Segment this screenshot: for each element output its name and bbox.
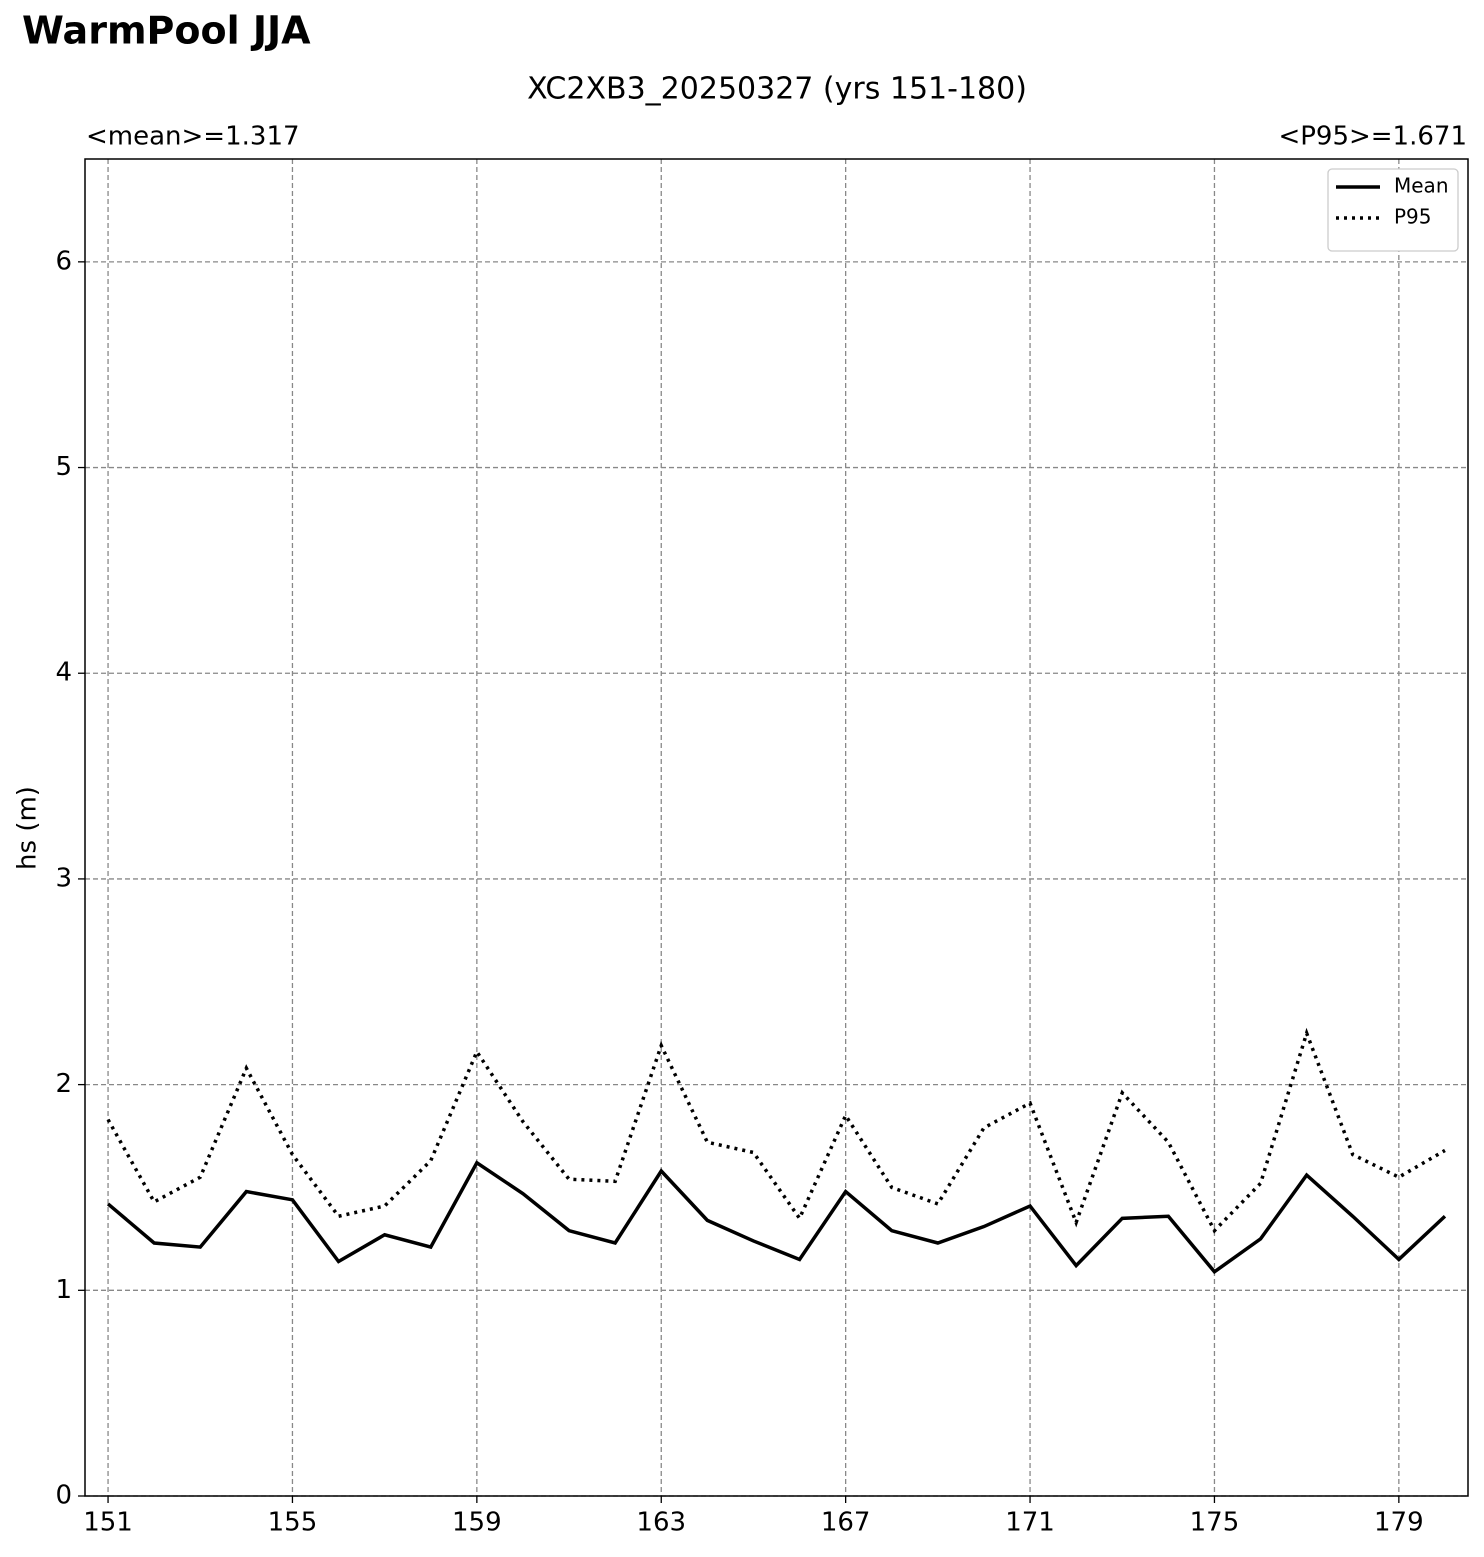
legend-label: Mean [1394, 174, 1449, 198]
y-tick-label: 1 [55, 1275, 72, 1305]
y-tick-label: 0 [55, 1481, 72, 1511]
y-tick-label: 2 [55, 1069, 72, 1099]
x-tick-label: 179 [1374, 1508, 1424, 1538]
legend-label: P95 [1394, 205, 1432, 229]
y-axis-label: hs (m) [13, 786, 43, 870]
series-line [106, 1027, 1446, 1234]
chart-title: XC2XB3_20250327 (yrs 151-180) [527, 72, 1027, 107]
y-tick-label: 3 [55, 863, 72, 893]
x-tick-label: 175 [1190, 1508, 1240, 1538]
left-annotation: <mean>=1.317 [86, 122, 300, 152]
x-tick-label: 163 [636, 1508, 686, 1538]
x-tick-label: 151 [83, 1508, 133, 1538]
y-tick-label: 5 [55, 452, 72, 482]
plot-frame [84, 158, 1469, 1497]
right-annotation: <P95>=1.671 [1278, 122, 1467, 152]
suptitle: WarmPool JJA [22, 9, 311, 53]
x-tick-label: 167 [821, 1508, 871, 1538]
legend-box [1327, 168, 1459, 252]
y-tick-label: 4 [55, 658, 72, 688]
y-tick-label: 6 [55, 246, 72, 276]
x-tick-label: 171 [1005, 1508, 1055, 1538]
series-line [106, 1160, 1447, 1275]
x-tick-label: 155 [268, 1508, 318, 1538]
x-tick-label: 159 [452, 1508, 502, 1538]
